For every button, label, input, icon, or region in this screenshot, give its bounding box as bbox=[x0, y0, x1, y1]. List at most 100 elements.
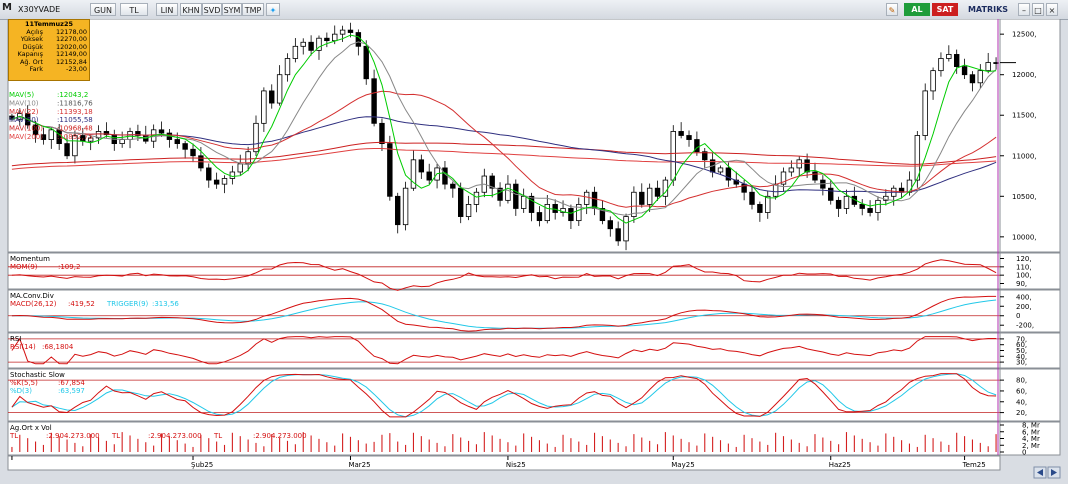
candle-body bbox=[497, 187, 503, 201]
candle-body bbox=[465, 204, 472, 217]
candle-body bbox=[867, 208, 873, 213]
candle-body bbox=[40, 134, 47, 140]
candle-body bbox=[355, 32, 362, 47]
sell-button[interactable]: SAT bbox=[932, 3, 958, 16]
candle-body bbox=[135, 131, 141, 136]
axis-mom bbox=[999, 252, 1061, 290]
candle-body bbox=[914, 135, 921, 181]
candle-body bbox=[694, 139, 700, 153]
axis-rsi bbox=[999, 332, 1061, 369]
candle-body bbox=[906, 179, 913, 193]
candle-body bbox=[410, 159, 417, 189]
maximize-icon[interactable]: □ bbox=[1032, 3, 1044, 16]
candle-body bbox=[284, 58, 291, 76]
minimize-icon[interactable]: – bbox=[1018, 3, 1030, 16]
tmp-button[interactable]: TMP bbox=[242, 3, 264, 16]
currency-button[interactable]: TL bbox=[120, 3, 148, 16]
lin-button[interactable]: LIN bbox=[156, 3, 178, 16]
candle-body bbox=[261, 90, 267, 124]
indicator-tick-label: 90, bbox=[1016, 280, 1027, 288]
x-tick-label: May25 bbox=[671, 461, 694, 469]
candle-body bbox=[316, 37, 322, 51]
macd-value: :419,52 bbox=[68, 300, 95, 308]
candle-body bbox=[583, 191, 590, 205]
candle-body bbox=[489, 175, 495, 189]
twitter-icon[interactable]: ✦ bbox=[266, 3, 280, 16]
ma-legend-name: MAV(22) bbox=[9, 108, 39, 116]
price-tick-label: 12000, bbox=[1012, 71, 1037, 79]
pane-vol bbox=[7, 421, 1001, 456]
x-axis bbox=[7, 455, 1001, 471]
candle-body bbox=[158, 129, 165, 134]
volume-value: :2.904.273.000 bbox=[148, 432, 202, 440]
ma-legend-name: MAV(50) bbox=[9, 116, 39, 124]
close-icon[interactable]: × bbox=[1046, 3, 1058, 16]
x-tick-label: Haz25 bbox=[829, 461, 851, 469]
candle-body bbox=[654, 187, 661, 197]
candle-body bbox=[725, 167, 732, 181]
edit-icon[interactable]: ✎ bbox=[886, 3, 898, 16]
candle-body bbox=[457, 187, 464, 217]
candle-body bbox=[599, 208, 606, 222]
candle-body bbox=[922, 90, 928, 136]
pane-macd bbox=[7, 289, 1001, 333]
candle-body bbox=[395, 195, 401, 226]
volume-tick-label: 2, Mr bbox=[1022, 442, 1040, 450]
indicator-tick-label: 60, bbox=[1016, 341, 1027, 349]
candle-body bbox=[450, 183, 456, 189]
stoch-d-line bbox=[11, 373, 997, 418]
price-tick-label: 10500, bbox=[1012, 193, 1037, 201]
candle-body bbox=[229, 171, 236, 179]
trigger-value: :313,56 bbox=[152, 300, 179, 308]
ma-legend-value: :11393,18 bbox=[57, 108, 93, 116]
indicator-tick-label: 60, bbox=[1016, 387, 1027, 395]
candle-body bbox=[206, 167, 212, 181]
candle-body bbox=[221, 178, 228, 185]
chart-area[interactable]: 12500, 12000, 11500, 11000, 10500, 10000, MAV(… bbox=[0, 19, 1068, 484]
candle-body bbox=[332, 33, 338, 42]
candle-body bbox=[780, 171, 787, 185]
x-tick-label: Mar25 bbox=[348, 461, 370, 469]
ma-legend-value: :11816,76 bbox=[57, 99, 93, 107]
candle-body bbox=[544, 204, 551, 222]
candle-body bbox=[32, 124, 39, 136]
brand-label: MATRIKS bbox=[967, 5, 1009, 14]
candle-body bbox=[646, 187, 653, 205]
candle-body bbox=[607, 220, 613, 230]
candle-body bbox=[119, 139, 125, 145]
info-row-change: Fark -23,00 bbox=[29, 65, 87, 73]
candle-body bbox=[946, 54, 952, 59]
candle-body bbox=[930, 70, 936, 92]
candle-body bbox=[639, 191, 645, 205]
candle-body bbox=[678, 131, 684, 136]
indicator-tick-label: 110, bbox=[1016, 263, 1032, 271]
gun-button[interactable]: GUN bbox=[90, 3, 116, 16]
price-tick-label: 12500, bbox=[1012, 31, 1037, 39]
stoch-k-legend: %K(5,5) bbox=[10, 379, 38, 387]
candle-body bbox=[513, 183, 519, 209]
mav100-line bbox=[11, 141, 997, 167]
symbol-field[interactable]: X30YVADE bbox=[12, 3, 92, 16]
trigger-legend: TRIGGER(9) bbox=[106, 300, 149, 308]
khn-button[interactable]: KHN bbox=[180, 3, 202, 16]
candle-body bbox=[402, 187, 409, 226]
candle-body bbox=[812, 171, 818, 181]
ma-legend-value: :11055,58 bbox=[57, 116, 93, 124]
sym-button[interactable]: SYM bbox=[222, 3, 242, 16]
momentum-title: Momentum bbox=[10, 255, 50, 263]
svd-button[interactable]: SVD bbox=[202, 3, 222, 16]
indicator-tick-label: 80, bbox=[1016, 377, 1027, 385]
arrow-right-icon[interactable] bbox=[1051, 469, 1057, 476]
volume-tick-label: 0 bbox=[1022, 449, 1026, 457]
indicator-tick-label: 200, bbox=[1016, 303, 1032, 311]
volume-value: :2.904.273.000 bbox=[253, 432, 307, 440]
volume-tick-label: 8, Mr bbox=[1022, 422, 1040, 430]
candle-body bbox=[977, 70, 984, 84]
x-tick-label: Nis25 bbox=[506, 461, 526, 469]
candle-body bbox=[442, 167, 448, 185]
candle-body bbox=[473, 191, 480, 205]
arrow-left-icon[interactable] bbox=[1037, 469, 1043, 476]
info-row-high: Yüksek 12270,00 bbox=[20, 35, 87, 43]
buy-button[interactable]: AL bbox=[904, 3, 930, 16]
